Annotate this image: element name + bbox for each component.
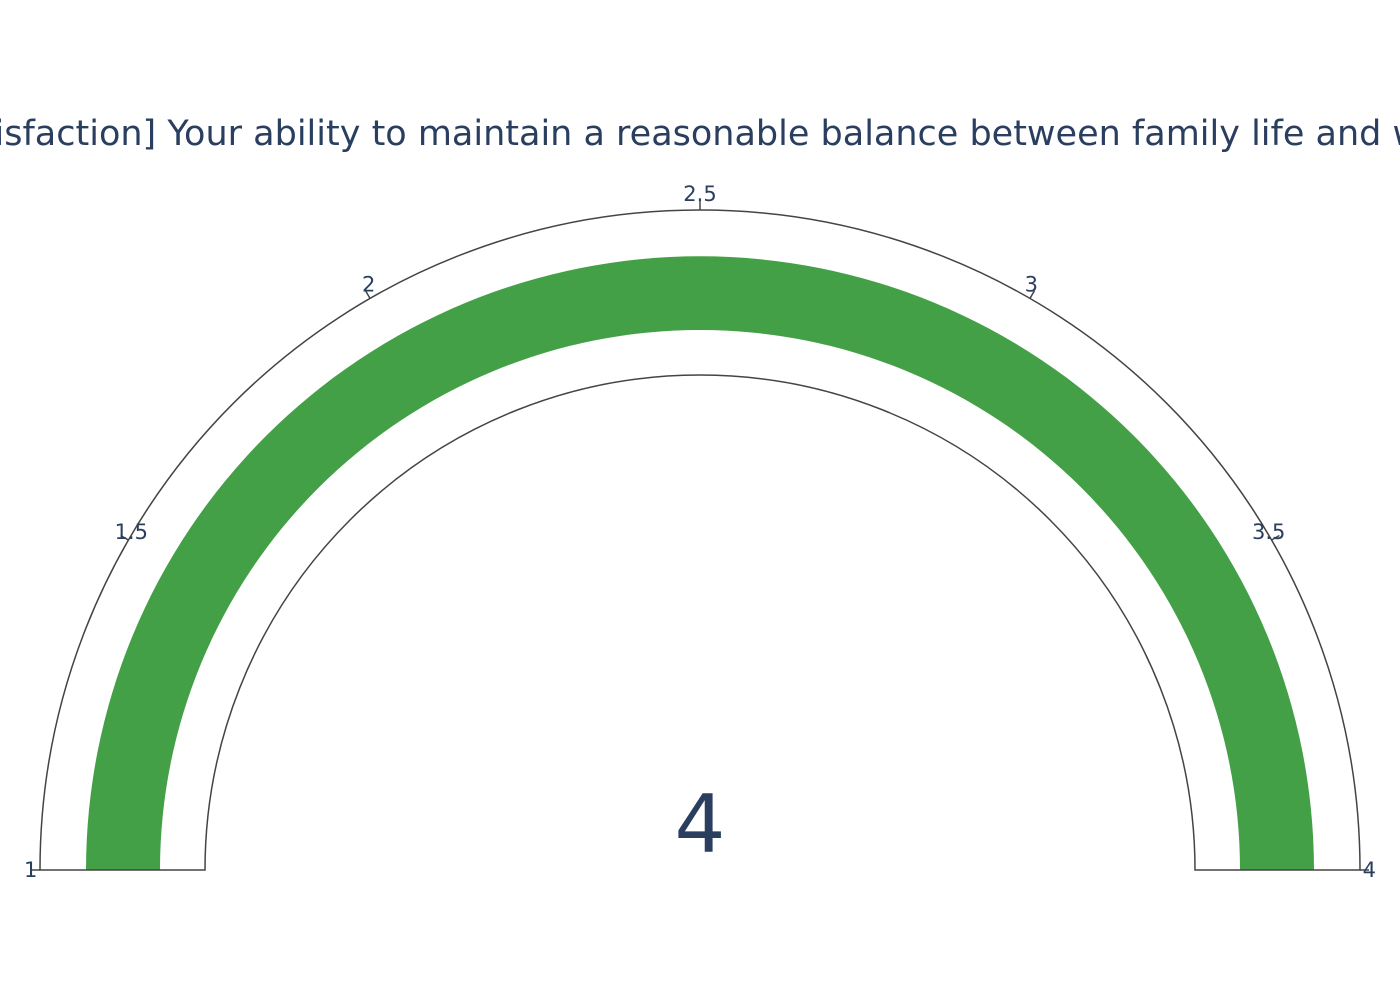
gauge-tick-label: 1 bbox=[24, 858, 37, 882]
gauge-tick-label: 1.5 bbox=[115, 520, 148, 544]
gauge-value-number: 4 bbox=[675, 778, 726, 871]
gauge-tick-label: 2 bbox=[362, 273, 375, 297]
gauge-tick bbox=[120, 534, 129, 541]
gauge-tick bbox=[1029, 290, 1036, 299]
gauge-tick bbox=[1271, 534, 1280, 541]
gauge-tick-label: 3 bbox=[1025, 273, 1038, 297]
gauge-axis: 1 1.5 2 2.5 3 3.5 4 bbox=[24, 182, 1376, 882]
gauge-tick-label: 3.5 bbox=[1252, 520, 1285, 544]
gauge-tick bbox=[364, 290, 371, 299]
gauge-tick-label: 2.5 bbox=[683, 182, 716, 206]
gauge-tick-label: 4 bbox=[1363, 858, 1376, 882]
chart-title: [Job Satisfaction] Your ability to maint… bbox=[0, 114, 1400, 154]
gauge-outline bbox=[39, 209, 1361, 871]
gauge-value-bar bbox=[86, 256, 1314, 870]
